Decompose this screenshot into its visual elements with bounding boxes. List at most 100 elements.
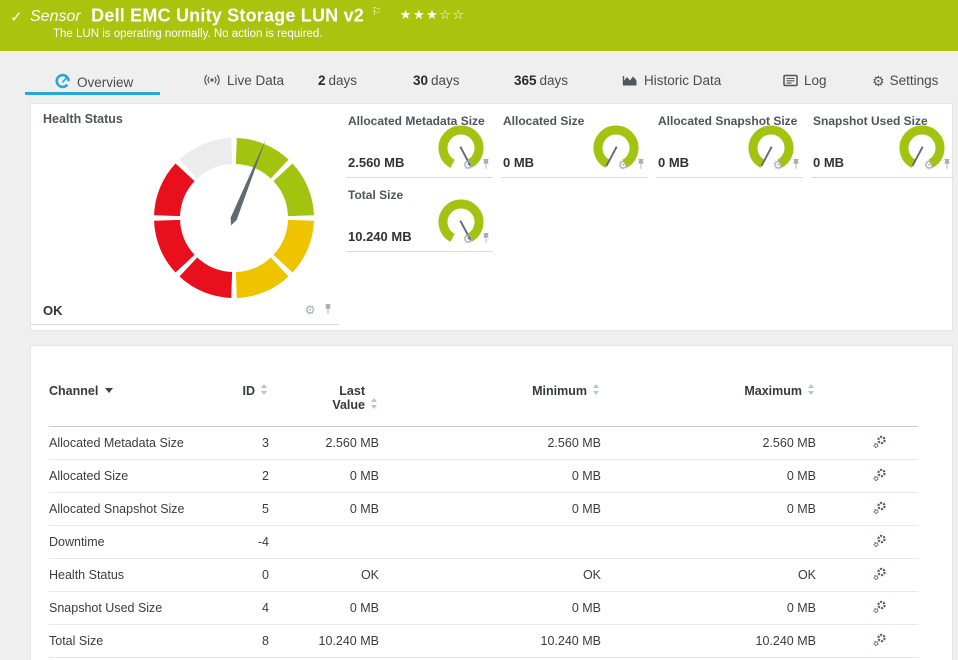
- sort-desc-icon: [105, 388, 114, 393]
- gear-icon[interactable]: ⚙: [772, 158, 784, 172]
- column-header-minimum[interactable]: Minimum: [379, 384, 601, 427]
- table-row[interactable]: Allocated Size 2 0 MB 0 MB 0 MB: [49, 459, 918, 493]
- tab-log-label: Log: [804, 73, 827, 88]
- gauge-tile-allocated-size[interactable]: Allocated Size 0 MB ⚙: [501, 112, 648, 178]
- gear-icon: ⚙: [872, 74, 885, 90]
- tab-2-days[interactable]: 2 days: [318, 73, 358, 88]
- gauge-needle: [230, 139, 266, 226]
- gauge-title: Snapshot Used Size: [813, 114, 928, 128]
- sensor-status-message: The LUN is operating normally. No action…: [53, 28, 323, 40]
- tab-live-data[interactable]: Live Data: [203, 73, 284, 90]
- channel-name: Allocated Size: [49, 459, 219, 493]
- gear-icon[interactable]: ⚙: [304, 303, 316, 317]
- tab-live-data-label: Live Data: [227, 73, 285, 88]
- mini-gauge: [438, 125, 484, 168]
- gauge-tile-allocated-metadata-size[interactable]: Allocated Metadata Size 2.560 MB ⚙: [346, 112, 493, 178]
- health-status-gauge-tile[interactable]: Health Status OK ⚙: [31, 104, 339, 325]
- broadcast-icon: [203, 73, 221, 90]
- tab-bar: Overview Live Data 2 days 30 days 365 days …: [0, 51, 958, 103]
- gauge-value: 10.240 MB: [348, 229, 412, 244]
- pin-icon[interactable]: [942, 158, 952, 170]
- gauge-title: Total Size: [348, 188, 404, 202]
- channels-table: Channel ID Last Value Minimum Maximum Al…: [49, 384, 918, 658]
- mini-gauge: [593, 125, 639, 168]
- channel-settings-icon[interactable]: [872, 468, 888, 485]
- gauge-tile-allocated-snapshot-size[interactable]: Allocated Snapshot Size 0 MB ⚙: [656, 112, 803, 178]
- gauge-tile-snapshot-used-size[interactable]: Snapshot Used Size 0 MB ⚙: [811, 112, 954, 178]
- gauge-icon: [55, 73, 71, 92]
- gear-icon[interactable]: ⚙: [923, 158, 935, 172]
- gauge-needle: [459, 220, 472, 241]
- channel-settings-icon[interactable]: [872, 633, 888, 650]
- channel-name: Allocated Snapshot Size: [49, 492, 219, 526]
- channel-name: Health Status: [49, 558, 219, 592]
- gauge-value: 0 MB: [503, 155, 535, 170]
- column-header-id[interactable]: ID: [219, 384, 269, 427]
- gear-icon[interactable]: ⚙: [462, 158, 474, 172]
- table-row[interactable]: Allocated Metadata Size 3 2.560 MB 2.560…: [49, 426, 918, 460]
- tab-30-days[interactable]: 30 days: [413, 73, 460, 88]
- status-ok-check-icon: ✓: [10, 9, 23, 26]
- gauge-title: Allocated Metadata Size: [348, 114, 485, 128]
- gauge-title: Allocated Size: [503, 114, 585, 128]
- gauge-needle: [760, 146, 773, 167]
- table-row[interactable]: Allocated Snapshot Size 5 0 MB 0 MB 0 MB: [49, 492, 918, 526]
- sensor-kind-label: Sensor: [30, 8, 81, 26]
- table-row[interactable]: Snapshot Used Size 4 0 MB 0 MB 0 MB: [49, 591, 918, 625]
- channel-settings-icon[interactable]: [872, 567, 888, 584]
- gauge-title: Allocated Snapshot Size: [658, 114, 798, 128]
- column-header-channel[interactable]: Channel: [49, 384, 219, 427]
- gear-icon[interactable]: ⚙: [617, 158, 629, 172]
- health-status-value: OK: [43, 303, 63, 318]
- table-row[interactable]: Total Size 8 10.240 MB 10.240 MB 10.240 …: [49, 624, 918, 658]
- channel-name: Snapshot Used Size: [49, 591, 219, 625]
- gauge-tile-total-size[interactable]: Total Size 10.240 MB ⚙: [346, 186, 493, 252]
- sensor-title: Dell EMC Unity Storage LUN v2: [91, 5, 365, 26]
- channel-settings-icon[interactable]: [872, 435, 888, 452]
- gauge-needle: [605, 146, 618, 167]
- table-row[interactable]: Downtime -4: [49, 525, 918, 559]
- column-header-maximum[interactable]: Maximum: [601, 384, 816, 427]
- tab-settings-label: Settings: [889, 73, 939, 88]
- column-header-last-value[interactable]: Last Value: [269, 384, 379, 427]
- channel-name: Total Size: [49, 624, 219, 658]
- channels-table-panel: Channel ID Last Value Minimum Maximum Al…: [30, 345, 953, 660]
- gauge-needle: [459, 146, 472, 167]
- channel-settings-icon[interactable]: [872, 600, 888, 617]
- log-list-icon: [783, 74, 798, 90]
- tab-historic-data[interactable]: Historic Data: [622, 73, 721, 90]
- pin-icon[interactable]: [481, 232, 491, 244]
- gauge-value: 0 MB: [658, 155, 690, 170]
- mini-gauge: [438, 199, 484, 242]
- sort-icon: [260, 384, 269, 396]
- pin-icon[interactable]: [481, 158, 491, 170]
- channel-name: Downtime: [49, 525, 219, 559]
- pin-icon[interactable]: [636, 158, 646, 170]
- pin-icon[interactable]: [791, 158, 801, 170]
- priority-flag-icon[interactable]: ⚐: [371, 6, 382, 18]
- gauge-value: 0 MB: [813, 155, 845, 170]
- column-header-actions: [816, 384, 918, 427]
- channel-name: Allocated Metadata Size: [49, 426, 219, 460]
- tab-overview-label: Overview: [77, 75, 134, 90]
- gauges-panel: Health Status OK ⚙ Allocated Me: [30, 103, 954, 331]
- tab-log[interactable]: Log: [783, 73, 827, 90]
- gear-icon[interactable]: ⚙: [462, 232, 474, 246]
- sensor-status-header: ✓ Sensor Dell EMC Unity Storage LUN v2 ⚐…: [0, 0, 958, 51]
- priority-stars-rating[interactable]: ★★★☆☆: [399, 7, 466, 23]
- tab-overview[interactable]: Overview: [55, 73, 133, 92]
- pin-icon[interactable]: [323, 303, 333, 315]
- tab-365-days[interactable]: 365 days: [514, 73, 569, 88]
- mini-gauge: [748, 125, 794, 168]
- gauge-title: Health Status: [43, 112, 123, 126]
- tab-historic-label: Historic Data: [644, 73, 722, 88]
- active-tab-underline: [25, 92, 160, 95]
- channel-settings-icon[interactable]: [872, 534, 888, 551]
- table-row[interactable]: Health Status 0 OK OK OK: [49, 558, 918, 592]
- tab-settings[interactable]: ⚙ Settings: [872, 73, 938, 90]
- gauge-value: 2.560 MB: [348, 155, 405, 170]
- health-status-gauge: [154, 138, 314, 298]
- sort-icon: [592, 384, 601, 396]
- channel-settings-icon[interactable]: [872, 501, 888, 518]
- sort-icon: [370, 398, 379, 410]
